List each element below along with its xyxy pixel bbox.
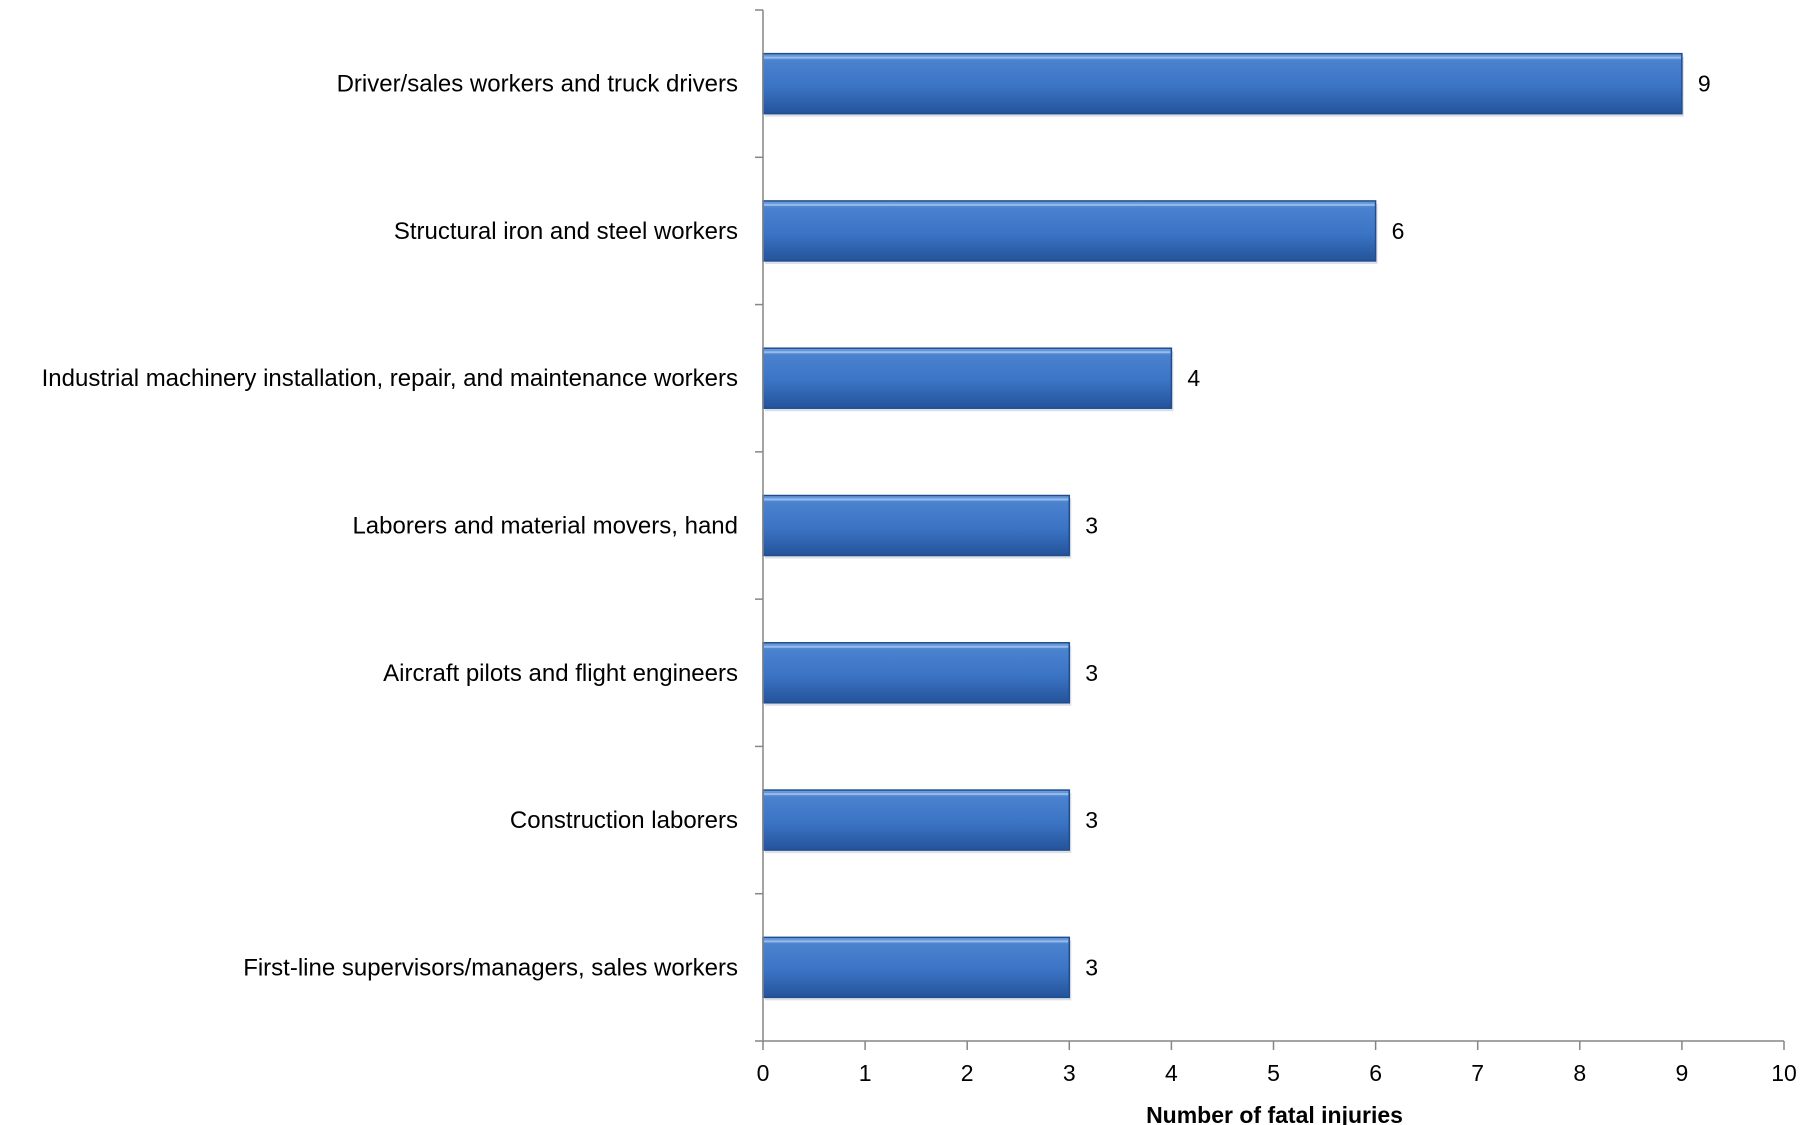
x-tick-label: 3 [1063,1060,1076,1086]
bar-1 [762,52,1684,117]
data-label: 3 [1085,660,1098,686]
bar-rect [762,347,1173,409]
bar-rect [762,200,1377,262]
data-label: 6 [1392,218,1405,244]
bar-rect [762,936,1071,999]
bar-5 [762,642,1072,706]
category-label: Industrial machinery installation, repai… [42,365,738,392]
bar-6 [762,789,1072,854]
x-tick-label: 9 [1676,1060,1689,1086]
category-label: First-line supervisors/managers, sales w… [243,954,738,981]
bar-rect [762,52,1683,115]
category-label: Laborers and material movers, hand [352,513,738,540]
labels-layer: Driver/sales workers and truck drivers 9 S… [42,71,1797,1086]
bars-layer [762,52,1684,1001]
category-label: Construction laborers [510,807,738,834]
data-label: 3 [1085,807,1098,833]
data-label: 9 [1698,71,1711,97]
bar-rect [762,642,1071,704]
x-tick-label: 2 [961,1060,974,1086]
bar-2 [762,200,1378,264]
x-tick-label: 10 [1771,1060,1797,1086]
category-label: Driver/sales workers and truck drivers [337,71,738,98]
bar-4 [762,494,1072,559]
bar-7 [762,936,1072,1001]
data-label: 3 [1085,954,1098,980]
x-tick-label: 5 [1267,1060,1280,1086]
x-axis-title: Number of fatal injuries [1146,1102,1403,1125]
x-tick-label: 0 [757,1060,770,1086]
x-tick-label: 8 [1573,1060,1586,1086]
x-tick-label: 1 [859,1060,872,1086]
bar-rect [762,789,1071,851]
x-tick-label: 7 [1471,1060,1484,1086]
category-label: Aircraft pilots and flight engineers [383,660,738,687]
category-label: Structural iron and steel workers [394,218,738,245]
x-tick-label: 4 [1165,1060,1178,1086]
data-label: 4 [1187,365,1200,391]
bar-rect [762,494,1071,557]
bar-3 [762,347,1174,412]
data-label: 3 [1085,513,1098,539]
x-tick-label: 6 [1369,1060,1382,1086]
axes-layer [755,9,1785,1050]
